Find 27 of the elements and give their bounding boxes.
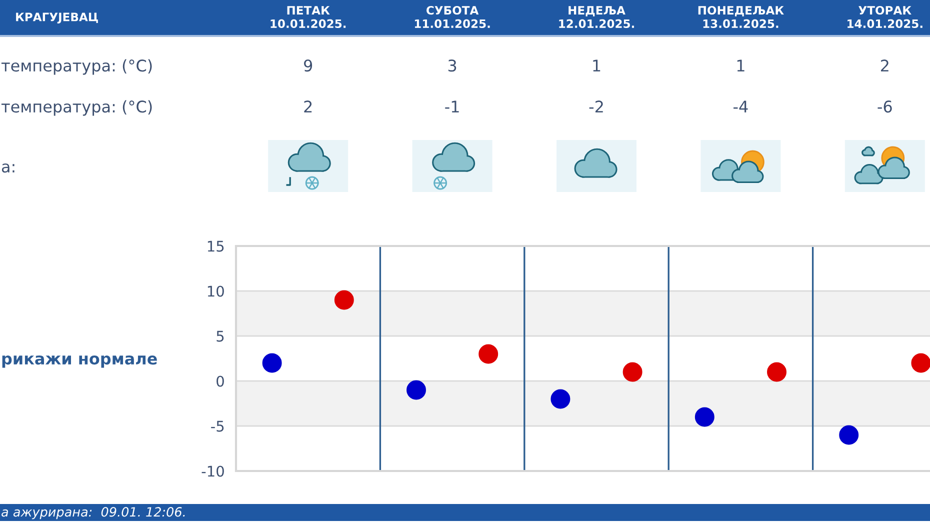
text: НЕДЕЉА 12.01.2025.	[559, 6, 634, 28]
data-label: 1	[737, 60, 744, 72]
y-tick-label: 10	[208, 286, 224, 297]
text: КРАГУЈЕВАЦ	[16, 12, 98, 24]
data-label: 1	[593, 60, 600, 72]
y-tick-label: 15	[208, 240, 224, 252]
text: СУБОТА 11.01.2025.	[414, 6, 490, 28]
text: ПЕТАК 10.01.2025.	[270, 6, 346, 28]
data-label: -1	[445, 100, 459, 112]
text: УТОРАК 14.01.2025.	[848, 6, 922, 28]
text: рикажи нормале	[2, 355, 157, 368]
y-tick-label: -10	[202, 466, 224, 477]
text: ПОНЕДЕЉАК 13.01.2025.	[698, 6, 784, 28]
text: а ажурирана: 09.01. 12:06.	[2, 507, 185, 520]
text: температура: (°C)	[1, 100, 152, 116]
y-tick-label: -5	[211, 420, 224, 432]
data-label: -6	[878, 100, 892, 113]
y-tick-label: 0	[216, 376, 224, 387]
y-tick-label: 5	[216, 330, 224, 342]
text: температура: (°C)	[1, 59, 152, 75]
data-label: -4	[734, 100, 748, 112]
data-label: 9	[304, 60, 312, 72]
data-label: 3	[448, 60, 456, 72]
data-label: 2	[304, 100, 312, 112]
data-label: 2	[880, 60, 888, 72]
text: а:	[2, 163, 14, 173]
data-label: -2	[589, 100, 603, 112]
